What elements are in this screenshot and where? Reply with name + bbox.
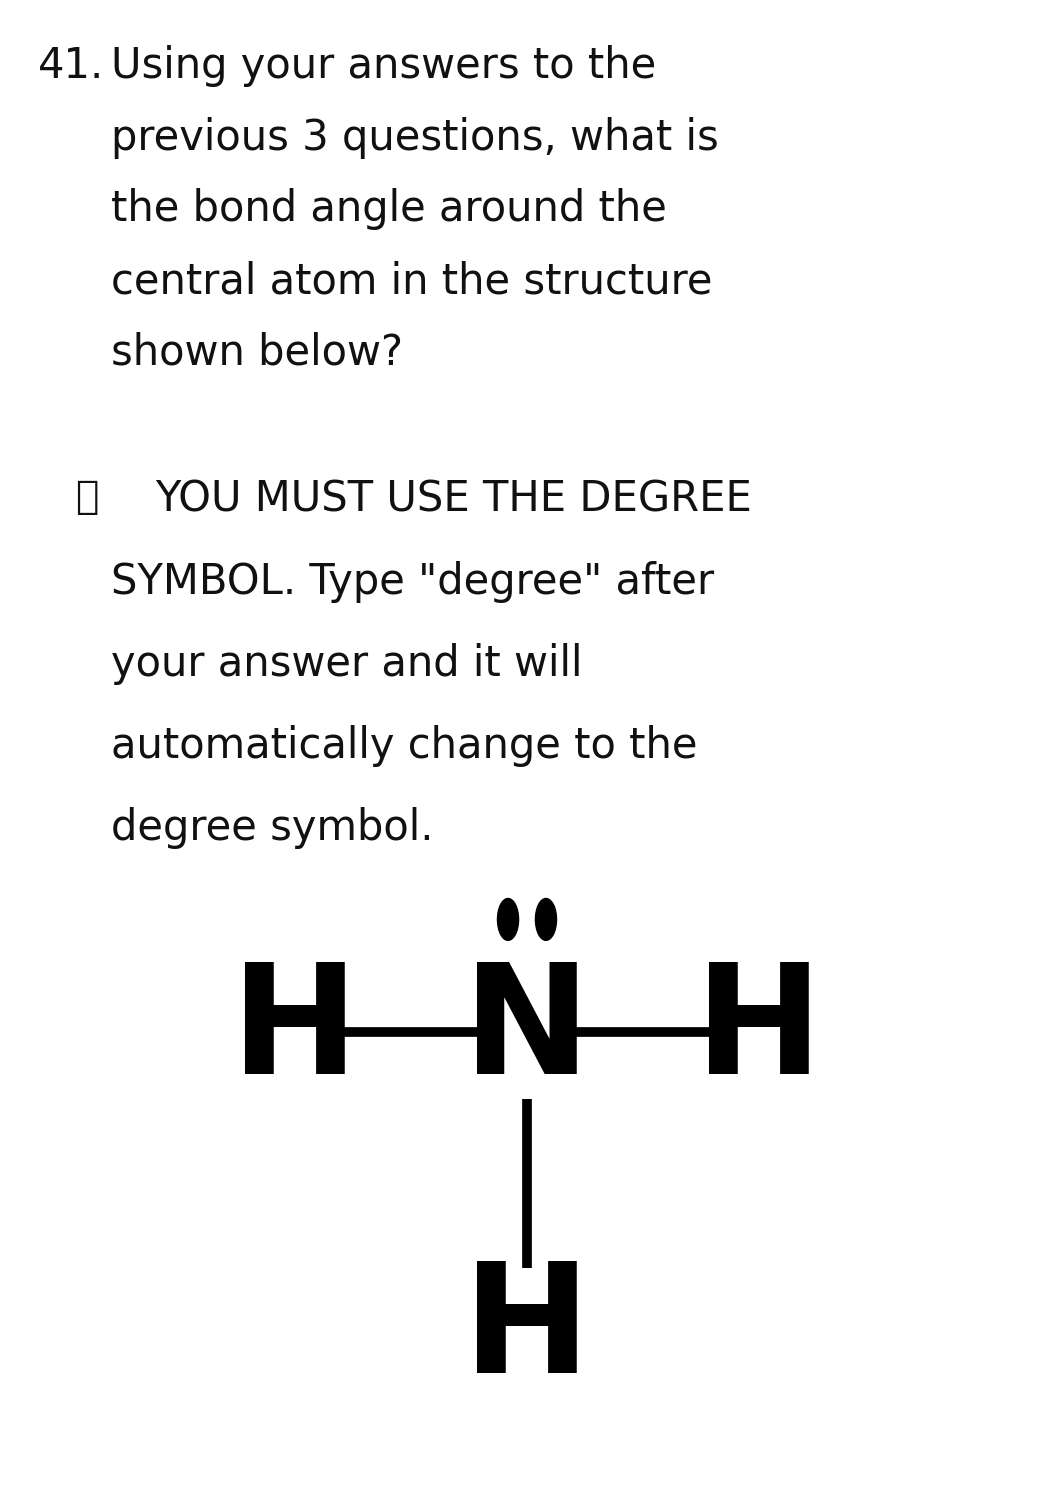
Ellipse shape: [535, 898, 557, 940]
Text: YOU MUST USE THE DEGREE: YOU MUST USE THE DEGREE: [155, 478, 752, 520]
Text: H: H: [695, 957, 823, 1106]
Text: shown below?: shown below?: [111, 332, 403, 374]
Text: N: N: [463, 957, 591, 1106]
Text: Using your answers to the: Using your answers to the: [111, 45, 656, 87]
Text: SYMBOL. Type "degree" after: SYMBOL. Type "degree" after: [111, 561, 714, 602]
Text: H: H: [231, 957, 359, 1106]
Text: H: H: [463, 1256, 591, 1405]
Text: previous 3 questions, what is: previous 3 questions, what is: [111, 117, 719, 158]
Text: your answer and it will: your answer and it will: [111, 643, 582, 685]
Text: the bond angle around the: the bond angle around the: [111, 188, 666, 230]
Text: automatically change to the: automatically change to the: [111, 725, 697, 767]
Text: 🧪: 🧪: [75, 478, 98, 516]
Text: 41.: 41.: [38, 45, 104, 87]
Text: degree symbol.: degree symbol.: [111, 807, 433, 849]
Text: central atom in the structure: central atom in the structure: [111, 260, 713, 302]
Ellipse shape: [497, 898, 519, 940]
